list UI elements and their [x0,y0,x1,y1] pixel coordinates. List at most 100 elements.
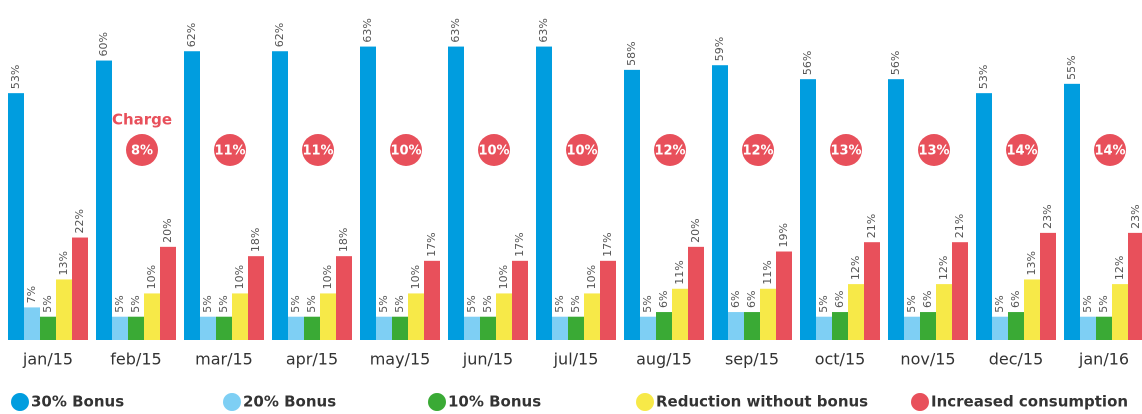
value-label: 21% [865,214,878,238]
bar [96,60,112,341]
bar [904,316,920,340]
value-label: 56% [889,51,902,75]
value-label: 5% [217,295,230,312]
charge-label: 10% [478,144,509,159]
value-label: 5% [465,295,478,312]
charge-badge [478,134,510,166]
value-label: 62% [185,23,198,47]
bar [232,293,248,340]
bar [952,242,968,340]
bar [56,279,72,340]
bar [1008,312,1024,340]
value-label: 5% [377,295,390,312]
value-label: 5% [641,295,654,312]
x-tick-label: may/15 [370,350,431,369]
value-label: 60% [97,32,110,56]
bar [992,316,1008,340]
charge-label: 13% [918,144,949,159]
charge-badge [918,134,950,166]
bar [936,284,952,340]
bar [776,251,792,340]
bar [640,316,656,340]
bar [144,293,160,340]
value-label: 63% [449,18,462,42]
value-label: 12% [937,256,950,280]
value-label: 6% [1009,291,1022,308]
bar [1112,284,1128,340]
bar [712,65,728,341]
value-label: 63% [361,18,374,42]
bar [512,260,528,340]
value-label: 22% [73,209,86,233]
charge-badge [126,134,158,166]
bar [248,256,264,340]
legend-label: 20% Bonus [243,393,336,411]
bar [72,237,88,340]
bar [1064,83,1080,340]
bar [816,316,832,340]
value-label: 58% [625,41,638,65]
bar [888,79,904,340]
charge-badge [1094,134,1126,166]
value-label: 12% [1113,256,1126,280]
charge-badge [830,134,862,166]
value-label: 62% [273,23,286,47]
value-label: 56% [801,51,814,75]
value-label: 5% [993,295,1006,312]
value-label: 17% [425,232,438,256]
legend-marker [636,393,654,411]
charge-label: 8% [131,144,153,159]
bar [864,242,880,340]
bar [408,293,424,340]
x-tick-label: sep/15 [725,350,779,369]
bar [600,260,616,340]
value-label: 10% [145,265,158,289]
bar [216,316,232,340]
bar [480,316,496,340]
value-label: 12% [849,256,862,280]
value-label: 17% [513,232,526,256]
value-label: 6% [729,291,742,308]
value-label: 23% [1129,204,1142,228]
value-label: 5% [553,295,566,312]
bar [424,260,440,340]
bar [688,246,704,340]
value-label: 23% [1041,204,1054,228]
value-label: 18% [337,228,350,252]
charge-label: 11% [302,144,333,159]
bar [160,246,176,340]
bar [360,46,376,340]
charge-badge [214,134,246,166]
x-tick-label: feb/15 [110,350,161,369]
bar [1096,316,1112,340]
value-label: 5% [129,295,142,312]
bar [1080,316,1096,340]
x-tick-label: nov/15 [900,350,955,369]
charge-title: Charge [112,111,172,129]
bar [40,316,56,340]
value-label: 11% [673,260,686,284]
charge-label: 11% [214,144,245,159]
legend-label: 30% Bonus [31,393,124,411]
x-tick-label: dec/15 [989,350,1044,369]
value-label: 10% [233,265,246,289]
bar [24,307,40,340]
charge-label: 13% [830,144,861,159]
x-tick-label: jan/16 [1078,350,1129,369]
bar [376,316,392,340]
bar [800,79,816,340]
bar [656,312,672,340]
value-label: 7% [25,286,38,303]
x-tick-label: aug/15 [636,350,692,369]
x-tick-label: jul/15 [553,350,599,369]
value-label: 19% [777,223,790,247]
bar [200,316,216,340]
x-tick-label: apr/15 [286,350,338,369]
value-label: 6% [745,291,758,308]
bar [552,316,568,340]
value-label: 5% [393,295,406,312]
value-label: 63% [537,18,550,42]
bar [848,284,864,340]
charge-label: 10% [390,144,421,159]
